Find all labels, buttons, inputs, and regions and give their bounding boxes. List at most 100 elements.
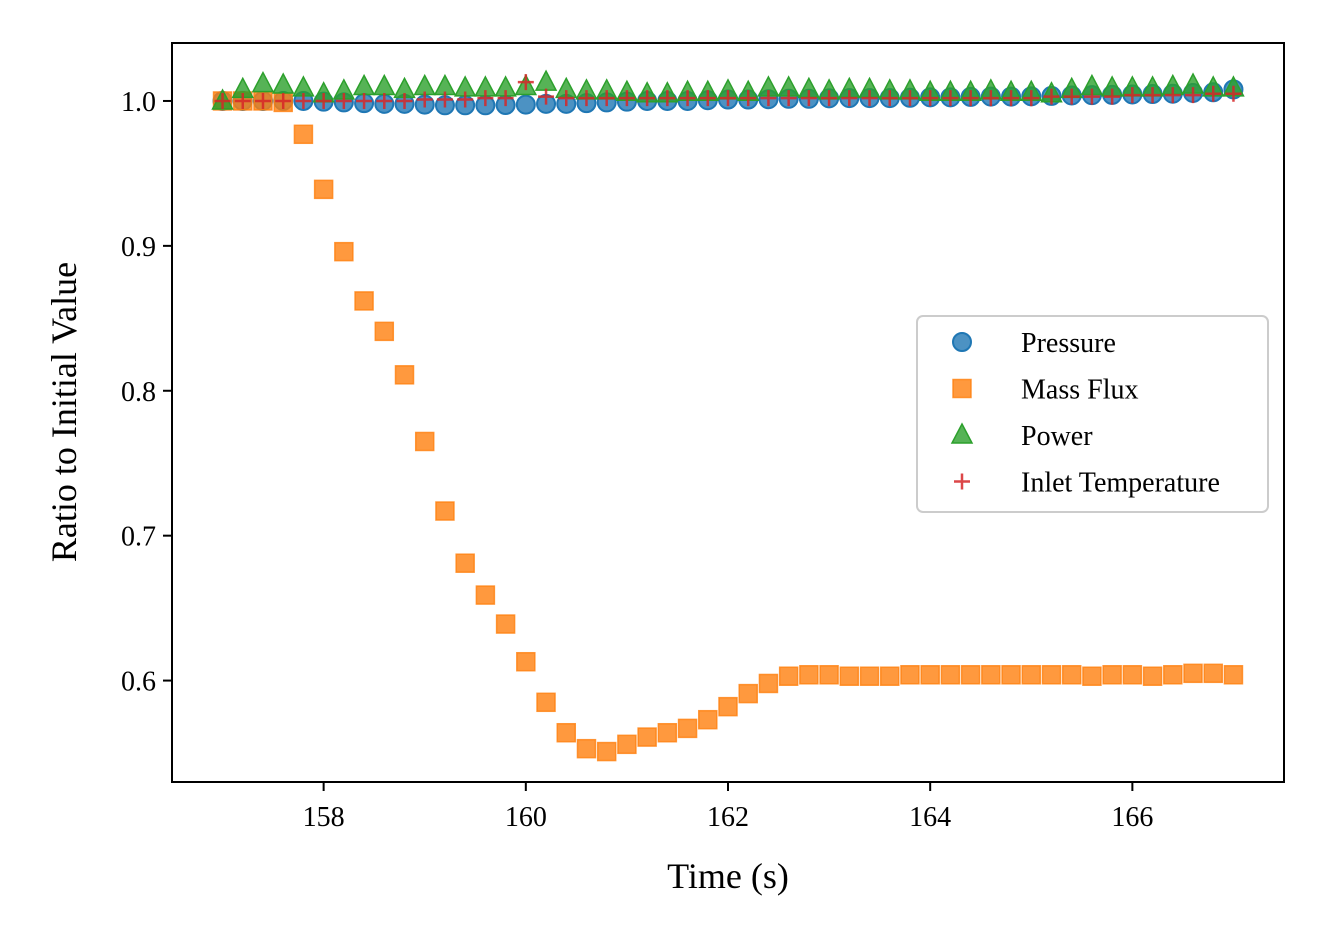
square-point [374, 321, 395, 342]
plus-point [396, 92, 413, 109]
plus-point [740, 90, 757, 107]
plus-point [497, 90, 514, 107]
legend-circle-icon [952, 332, 972, 352]
y-axis-label: Ratio to Initial Value [44, 262, 84, 562]
x-tick-label: 162 [707, 802, 749, 833]
plus-point [1083, 88, 1100, 105]
square-point [455, 553, 475, 573]
plus-point [1023, 90, 1040, 107]
y-tick-label: 0.8 [121, 377, 156, 408]
plus-point [922, 90, 939, 107]
plus-point [1003, 90, 1020, 107]
legend-entry: Power [950, 421, 1093, 452]
legend-plus-icon [954, 473, 970, 490]
plus-point [1043, 88, 1060, 105]
plot-marks [211, 69, 1245, 762]
square-point [1142, 666, 1163, 686]
square-point [799, 665, 819, 685]
x-tick-label: 158 [303, 802, 345, 833]
plus-point [1124, 87, 1141, 104]
plus-point [720, 90, 736, 107]
legend-frame [916, 315, 1269, 513]
plus-point [558, 90, 575, 107]
plus-point [598, 90, 615, 107]
square-point [900, 665, 920, 685]
plus-point [821, 90, 838, 107]
square-point [859, 666, 880, 686]
plus-point [618, 90, 635, 107]
square-point [1021, 665, 1042, 685]
plus-point [1144, 87, 1161, 104]
plus-point [1185, 87, 1202, 104]
square-point [1183, 663, 1203, 684]
square-point [516, 651, 536, 672]
plus-point [254, 92, 271, 109]
legend-square-icon [952, 378, 972, 399]
plus-point [780, 90, 797, 107]
plus-point [841, 90, 858, 107]
square-point [1203, 663, 1223, 684]
legend-label: Pressure [1021, 328, 1116, 359]
square-point [475, 585, 496, 605]
plus-point [760, 90, 777, 107]
square-point [1041, 665, 1062, 685]
plus-point [416, 91, 433, 108]
y-tick-label: 0.6 [121, 667, 156, 698]
square-point [637, 727, 657, 747]
legend-entry: Pressure [952, 328, 1116, 359]
series-inlet-temperature [214, 74, 1242, 109]
square-point [596, 741, 617, 762]
triangle-point [373, 73, 396, 96]
square-point [738, 683, 758, 704]
square-point [920, 665, 940, 685]
square-point [293, 124, 314, 145]
square-point [839, 666, 860, 686]
plus-point [335, 92, 352, 109]
square-point [1061, 665, 1082, 685]
triangle-point [251, 70, 275, 93]
square-point [414, 431, 435, 452]
square-point [576, 738, 597, 759]
square-point [1122, 665, 1143, 685]
legend-entry: Mass Flux [952, 375, 1138, 406]
plus-point [800, 90, 817, 107]
square-point [495, 614, 516, 634]
square-point [960, 665, 981, 685]
legend-label: Mass Flux [1021, 375, 1138, 406]
y-tick-label: 0.7 [121, 522, 156, 553]
square-point [435, 501, 455, 521]
plus-point [1063, 88, 1080, 105]
square-point [981, 665, 1001, 685]
plus-point [962, 90, 979, 107]
square-point [354, 291, 374, 311]
y-axis: 0.6 0.7 0.8 0.9 1.0 [121, 87, 172, 698]
plus-point [214, 92, 231, 109]
triangle-point [534, 69, 558, 91]
plus-point [356, 92, 373, 109]
square-point [1082, 666, 1102, 686]
square-point [677, 718, 698, 739]
square-point [1223, 665, 1244, 685]
plus-point [578, 90, 595, 107]
square-point [1163, 665, 1183, 685]
square-point [1102, 665, 1122, 685]
legend-triangle-icon [950, 422, 974, 444]
square-point [394, 365, 415, 385]
plus-point [861, 90, 878, 107]
legend: Pressure Mass Flux Power Inlet Temperature [916, 315, 1269, 513]
plus-point [901, 90, 918, 107]
plus-point [295, 92, 312, 109]
plus-point [1104, 88, 1121, 105]
y-tick-label: 1.0 [121, 87, 156, 118]
triangle-point [271, 72, 295, 94]
square-point [1001, 665, 1021, 685]
plus-point [376, 92, 393, 109]
plus-point [881, 90, 898, 107]
plus-point [315, 92, 332, 109]
plus-point [1225, 85, 1242, 102]
square-point [313, 179, 334, 200]
plus-point [457, 91, 474, 108]
series-power [211, 69, 1245, 110]
square-point [556, 722, 577, 743]
